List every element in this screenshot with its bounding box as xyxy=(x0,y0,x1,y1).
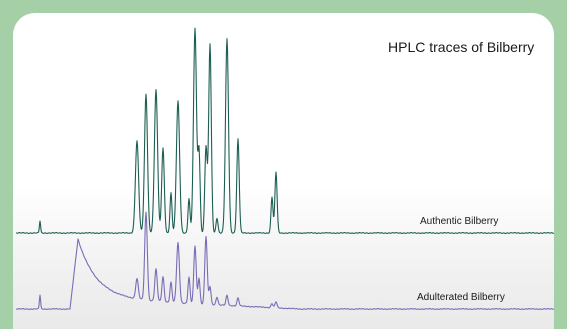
chart-title: HPLC traces of Bilberry xyxy=(388,39,535,55)
authentic-trace xyxy=(15,27,555,234)
series-label-adulterated: Adulterated Bilberry xyxy=(417,292,505,303)
adulterated-trace xyxy=(15,211,555,310)
series-label-authentic: Authentic Bilberry xyxy=(420,216,499,227)
chart-panel xyxy=(13,13,554,329)
